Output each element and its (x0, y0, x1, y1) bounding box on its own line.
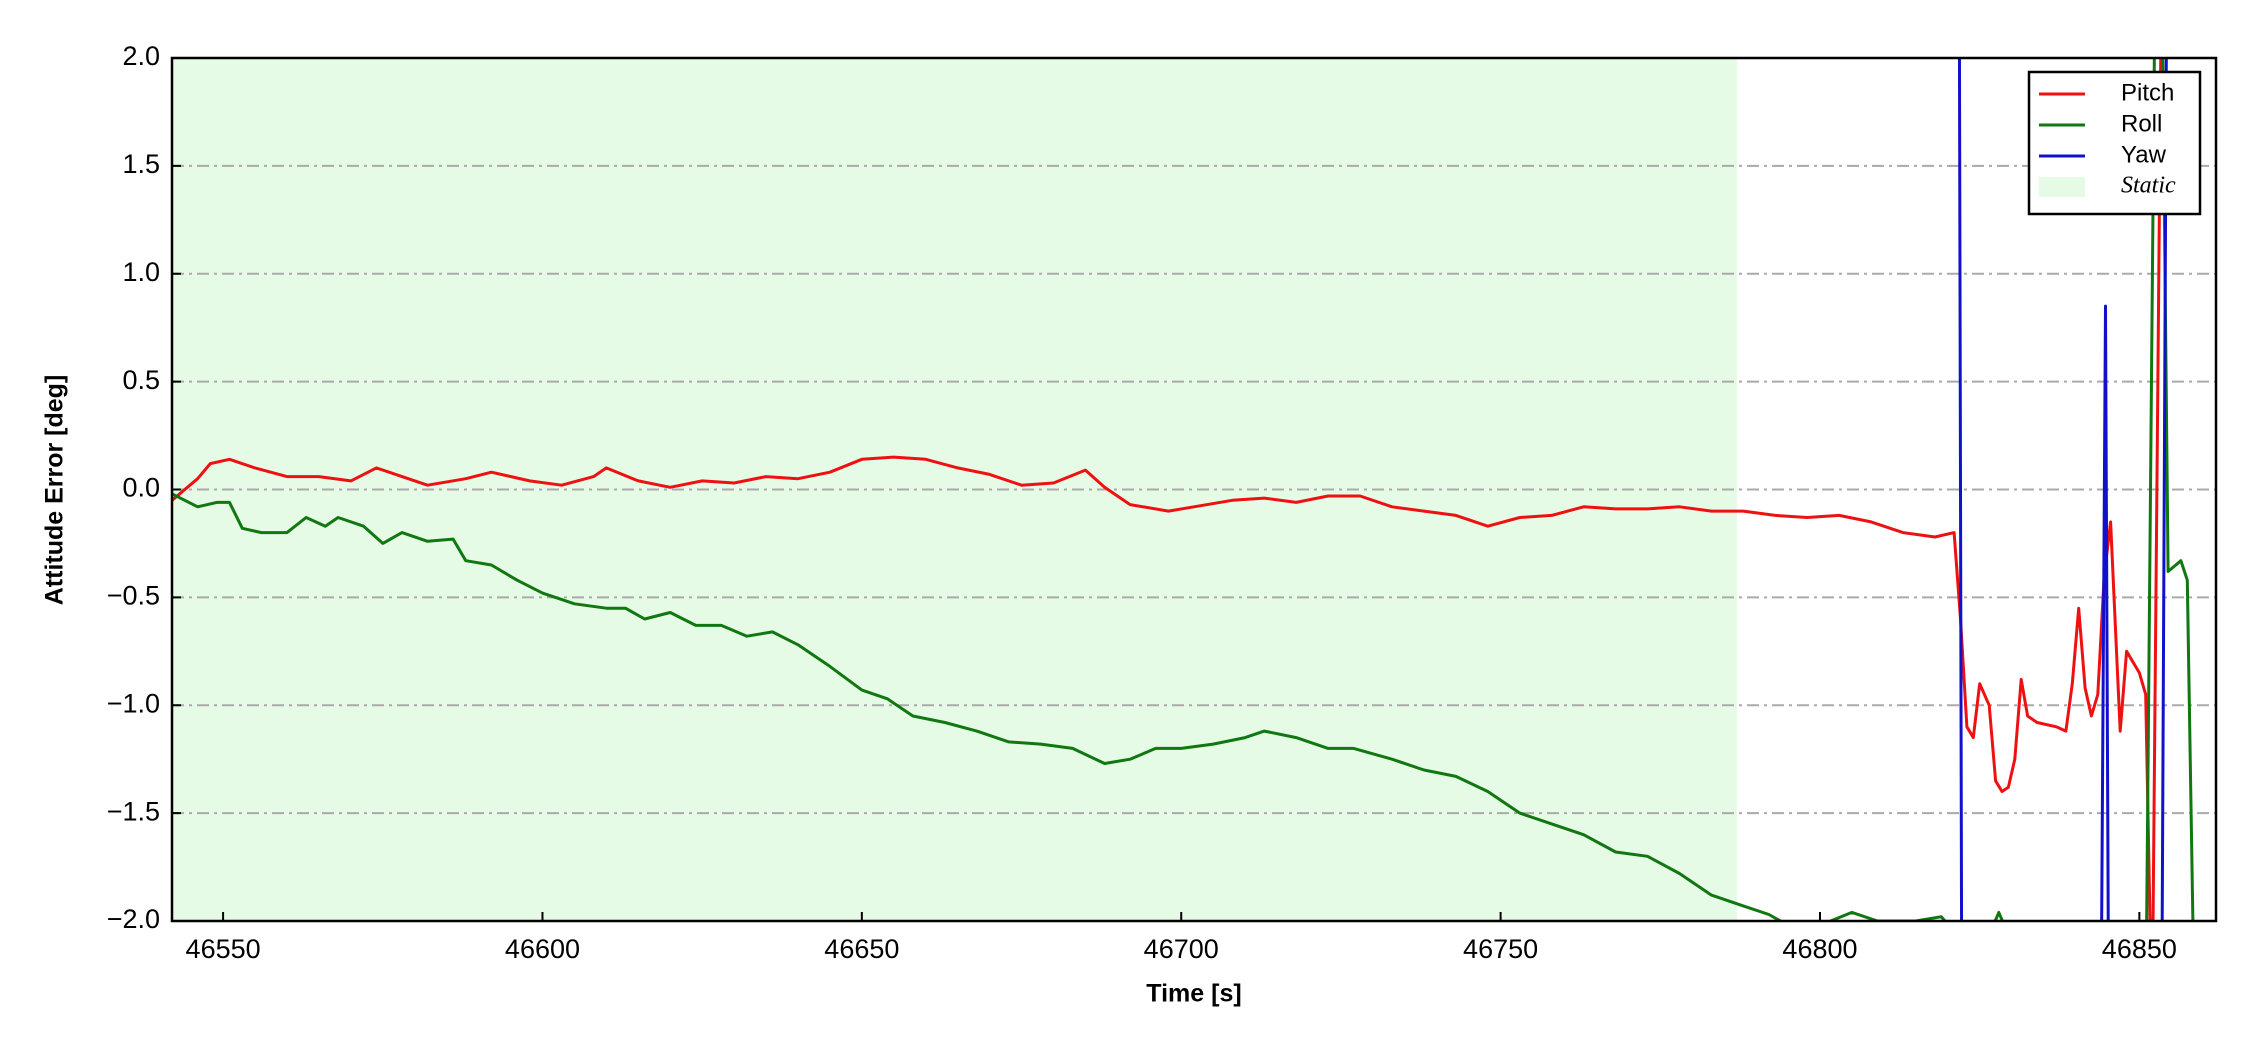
x-tick-label: 46800 (1782, 934, 1857, 964)
y-axis-label: Attitude Error [deg] (41, 375, 69, 606)
x-tick-label: 46850 (2102, 934, 2177, 964)
series-line (172, 58, 2195, 921)
y-tick-label: 0.5 (122, 365, 160, 395)
x-tick-label: 46550 (186, 934, 261, 964)
plot-area (172, 58, 2195, 921)
y-tick-label: −1.0 (107, 688, 160, 718)
x-tick-label: 46650 (824, 934, 899, 964)
y-tick-label: 1.0 (122, 257, 160, 287)
legend-label: Static (2121, 173, 2176, 199)
series-line (172, 58, 2163, 921)
legend-label: Yaw (2121, 141, 2167, 168)
series-line (1957, 58, 2168, 921)
x-tick-label: 46600 (505, 934, 580, 964)
legend-label: Roll (2121, 110, 2162, 137)
legend-swatch (2039, 177, 2085, 197)
y-tick-label: 1.5 (122, 149, 160, 179)
x-axis-label: Time [s] (1146, 980, 1241, 1008)
x-tick-label: 46700 (1144, 934, 1219, 964)
legend-label: Pitch (2121, 79, 2174, 106)
y-tick-label: −2.0 (107, 904, 160, 934)
y-tick-label: −1.5 (107, 796, 160, 826)
x-tick-label: 46750 (1463, 934, 1538, 964)
y-tick-label: 2.0 (122, 41, 160, 71)
y-tick-label: −0.5 (107, 581, 160, 611)
y-tick-label: 0.0 (122, 473, 160, 503)
plot-frame (170, 56, 2218, 923)
